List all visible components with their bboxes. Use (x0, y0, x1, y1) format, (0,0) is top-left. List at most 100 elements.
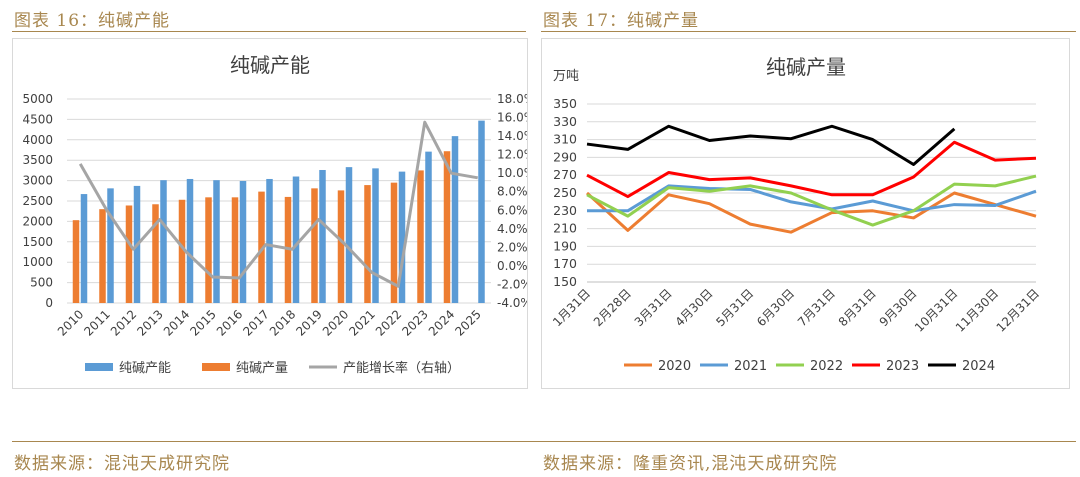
y-tick-label: 310 (553, 132, 577, 147)
y-tick-label: 190 (553, 238, 577, 253)
right-axis-tick-label: 16.0% (497, 111, 527, 125)
capacity-bar (239, 181, 247, 303)
x-tick-label: 3月31日 (632, 286, 675, 329)
output-bar (231, 197, 239, 303)
right-top-rule (541, 31, 1076, 32)
right-axis-tick-label: 2.0% (497, 240, 527, 254)
capacity-right-axis: -4.0% -2.0% 0.0% 2.0% 4.0% 6.0% 8.0% 10.0% 12.0%… (497, 92, 535, 310)
capacity-bar (345, 167, 353, 303)
x-tick-label: 2021 (346, 307, 377, 338)
capacity-bar (266, 178, 273, 303)
y-tick-label: 270 (553, 167, 577, 182)
x-tick-label: 2013 (134, 307, 165, 338)
y-tick-label: 330 (553, 114, 577, 129)
left-axis-tick-label: 4500 (22, 112, 53, 126)
capacity-x-axis: 2010201120122013201420152016201720182019… (55, 307, 484, 338)
x-tick-label: 6月30日 (754, 286, 797, 329)
output-bar (337, 190, 345, 303)
capacity-legend: 纯碱产能 纯碱产量 产能增长率（右轴） (85, 360, 460, 376)
output-bar (178, 199, 186, 303)
x-tick-label: 2018 (267, 307, 298, 338)
right-source-note: 数据来源：隆重资讯,混沌天成研究院 (543, 454, 838, 474)
output-bar (443, 151, 451, 303)
output-y-axis: 150 170 190 210 230 250 270 290 310 330 350 (553, 96, 577, 289)
left-axis-tick-label: 4000 (22, 133, 53, 147)
left-top-rule (12, 31, 526, 32)
legend-label: 2024 (962, 359, 995, 374)
growth-rate-line (78, 120, 479, 288)
capacity-chart-panel: 纯碱产能 0 500 1000 1500 2000 2500 3000 3500 4000 450… (12, 38, 535, 389)
capacity-bar (80, 194, 88, 303)
x-tick-label: 1月31日 (550, 286, 593, 329)
legend-label: 产能增长率（右轴） (343, 360, 460, 376)
output-lines (585, 124, 1037, 234)
capacity-bar (107, 188, 114, 303)
output-bar (390, 182, 398, 303)
output-x-axis: 1月31日2月28日3月31日4月30日5月31日6月30日7月31日8月31日… (550, 286, 1042, 334)
legend-swatch (202, 363, 230, 371)
right-axis-tick-label: 14.0% (497, 129, 527, 143)
left-source-note: 数据来源：混沌天成研究院 (14, 454, 230, 474)
output-chart-title: 纯碱产量 (766, 55, 846, 79)
output-chart-panel: 纯碱产量 万吨 150 170 190 210 230 250 270 290 310 330 35… (541, 38, 1070, 389)
x-tick-label: 5月31日 (713, 286, 756, 329)
right-figure-caption: 图表 17：纯碱产量 (543, 11, 700, 31)
y-tick-label: 170 (553, 256, 577, 271)
left-axis-tick-label: 1500 (22, 235, 53, 249)
left-axis-tick-label: 2500 (22, 194, 53, 208)
x-tick-label: 8月31日 (836, 286, 879, 329)
capacity-chart: 纯碱产能 0 500 1000 1500 2000 2500 3000 3500 4000 450… (22, 53, 535, 376)
x-tick-label: 12月31日 (994, 286, 1042, 334)
x-tick-label: 10月31日 (912, 286, 960, 334)
x-tick-label: 7月31日 (795, 286, 838, 329)
right-axis-tick-label: 6.0% (497, 203, 527, 217)
legend-label: 纯碱产能 (119, 361, 171, 376)
x-tick-label: 2017 (240, 307, 271, 338)
x-tick-label: 2025 (452, 307, 483, 338)
x-tick-label: 2010 (55, 307, 86, 338)
right-axis-tick-label: 10.0% (497, 166, 527, 180)
left-axis-tick-label: 500 (30, 276, 53, 290)
output-bar (125, 205, 133, 303)
y-tick-label: 230 (553, 203, 577, 218)
x-tick-label: 2020 (320, 307, 351, 338)
output-bar (311, 188, 318, 303)
y-tick-label: 250 (553, 185, 577, 200)
capacity-chart-title: 纯碱产能 (230, 53, 310, 77)
capacity-bar (478, 120, 485, 304)
capacity-bar (398, 171, 406, 303)
legend-label: 纯碱产量 (236, 361, 288, 376)
right-axis-tick-label: -2.0% (497, 277, 527, 291)
series-line-2020 (585, 191, 1037, 234)
capacity-bar (451, 136, 459, 303)
x-tick-label: 2014 (161, 307, 192, 338)
right-axis-tick-label: 4.0% (497, 222, 527, 236)
legend-label: 2021 (734, 359, 767, 374)
left-axis-tick-label: 5000 (22, 92, 53, 106)
output-bar (417, 170, 424, 303)
series-line-2021 (587, 184, 1037, 213)
capacity-left-axis: 0 500 1000 1500 2000 2500 3000 3500 4000 4500 5000 (22, 92, 53, 310)
legend-label: 2022 (810, 359, 843, 374)
x-tick-label: 2023 (399, 307, 430, 338)
right-axis-tick-label: 18.0% (497, 92, 527, 106)
legend-label: 2020 (658, 359, 691, 374)
x-tick-label: 2012 (108, 307, 139, 338)
capacity-bar (292, 176, 300, 303)
output-bar (99, 209, 106, 303)
left-axis-tick-label: 0 (45, 296, 53, 310)
x-tick-label: 11月30日 (953, 286, 1001, 334)
capacity-bar (372, 168, 379, 303)
capacity-bar (213, 180, 220, 303)
y-tick-label: 350 (553, 96, 577, 111)
output-y-unit: 万吨 (553, 69, 579, 84)
output-bar (205, 197, 212, 303)
left-axis-tick-label: 2000 (22, 214, 53, 228)
x-tick-label: 2024 (426, 307, 457, 338)
capacity-bars (72, 120, 485, 304)
y-tick-label: 150 (553, 274, 577, 289)
capacity-bar (425, 151, 432, 303)
output-bar (364, 185, 371, 303)
x-tick-label: 4月30日 (673, 286, 716, 329)
output-legend: 2020 2021 2022 2023 2024 (624, 359, 995, 374)
